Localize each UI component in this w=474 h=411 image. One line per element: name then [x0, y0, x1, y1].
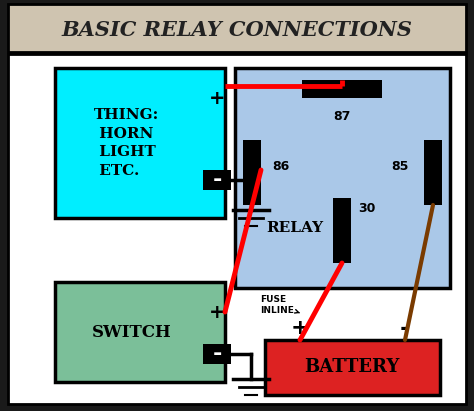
- Text: -: -: [212, 170, 222, 190]
- Bar: [333, 198, 351, 263]
- Text: SWITCH: SWITCH: [91, 323, 172, 340]
- Text: RELAY: RELAY: [266, 221, 324, 235]
- Bar: [243, 140, 261, 205]
- Bar: [302, 80, 382, 98]
- Text: -: -: [400, 316, 410, 340]
- Text: FUSE
INLINE: FUSE INLINE: [260, 295, 300, 315]
- Text: +: +: [209, 302, 225, 321]
- Bar: [8, 54, 466, 404]
- Text: 86: 86: [273, 159, 290, 173]
- Text: 87: 87: [333, 109, 351, 122]
- Text: BATTERY: BATTERY: [304, 358, 400, 376]
- Bar: [55, 282, 225, 382]
- Bar: [424, 140, 442, 205]
- Text: THING:
 HORN
 LIGHT
 ETC.: THING: HORN LIGHT ETC.: [94, 109, 159, 178]
- Bar: [55, 68, 225, 218]
- Bar: [203, 344, 231, 364]
- Text: -: -: [212, 344, 222, 364]
- Bar: [235, 68, 450, 288]
- Text: +: +: [291, 318, 310, 338]
- Text: 30: 30: [358, 201, 376, 215]
- Text: +: +: [209, 88, 225, 108]
- Bar: [203, 170, 231, 190]
- Bar: [8, 4, 466, 52]
- Text: BASIC RELAY CONNECTIONS: BASIC RELAY CONNECTIONS: [62, 20, 412, 40]
- Text: 85: 85: [392, 159, 409, 173]
- Bar: [265, 340, 440, 395]
